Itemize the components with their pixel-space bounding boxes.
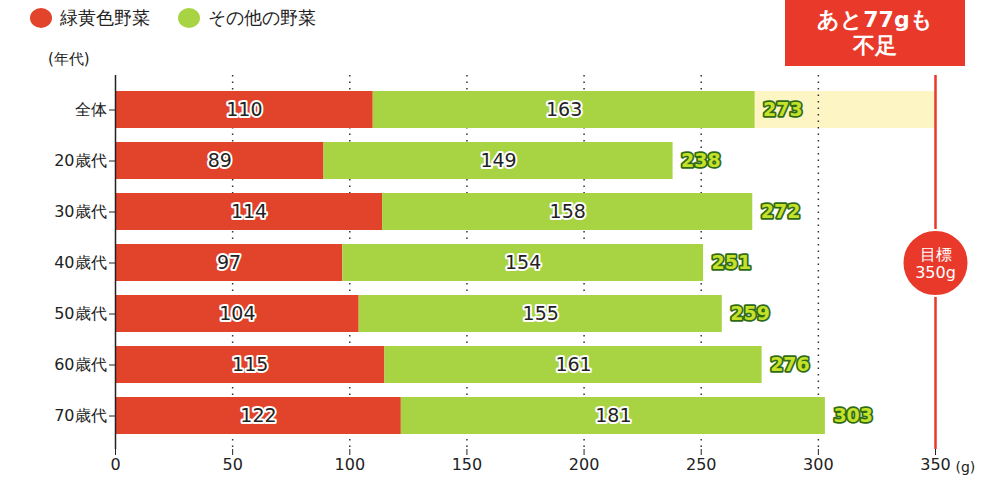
svg-text:350: 350 [920, 455, 951, 474]
svg-text:272: 272 [761, 200, 801, 222]
svg-text:303: 303 [833, 404, 873, 426]
html-text:不足: 不足 [853, 33, 897, 58]
svg-text:122: 122 [240, 404, 276, 426]
svg-text:150: 150 [452, 455, 483, 474]
svg-text:目標350g: 目標350g [915, 245, 956, 282]
svg-text:250: 250 [686, 455, 717, 474]
svg-text:50歳代: 50歳代 [54, 304, 106, 323]
svg-text:100: 100 [335, 455, 366, 474]
svg-text:全体: 全体 [75, 100, 107, 119]
svg-text:161: 161 [555, 353, 591, 375]
svg-text:149: 149 [480, 149, 516, 171]
svg-text:181: 181 [595, 404, 631, 426]
svg-text:20歳代: 20歳代 [54, 151, 106, 170]
svg-text:200: 200 [569, 455, 600, 474]
svg-text:154: 154 [505, 251, 541, 273]
html-text:(年代): (年代) [48, 50, 90, 68]
svg-text:276: 276 [770, 353, 810, 375]
svg-text:163: 163 [546, 98, 582, 120]
svg-text:60歳代: 60歳代 [54, 355, 106, 374]
svg-text:115: 115 [232, 353, 268, 375]
svg-text:70歳代: 70歳代 [54, 406, 106, 425]
svg-text:(g): (g) [956, 459, 976, 475]
svg-text:114: 114 [231, 200, 267, 222]
svg-text:50: 50 [222, 455, 242, 474]
svg-text:104: 104 [219, 302, 255, 324]
svg-text:300: 300 [803, 455, 834, 474]
svg-text:30歳代: 30歳代 [54, 202, 106, 221]
svg-text:0: 0 [110, 455, 120, 474]
svg-text:97: 97 [217, 251, 241, 273]
svg-text:155: 155 [523, 302, 559, 324]
svg-text:273: 273 [763, 98, 803, 120]
svg-text:89: 89 [208, 149, 232, 171]
svg-text:259: 259 [730, 302, 770, 324]
html-text:あと77gも: あと77gも [817, 6, 933, 32]
svg-text:40歳代: 40歳代 [54, 253, 106, 272]
html-text:その他の野菜: その他の野菜 [208, 7, 316, 28]
svg-text:238: 238 [681, 149, 721, 171]
svg-text:251: 251 [712, 251, 752, 273]
svg-text:158: 158 [550, 200, 586, 222]
svg-text:110: 110 [226, 98, 262, 120]
html-text:緑黄色野菜: 緑黄色野菜 [60, 7, 150, 28]
